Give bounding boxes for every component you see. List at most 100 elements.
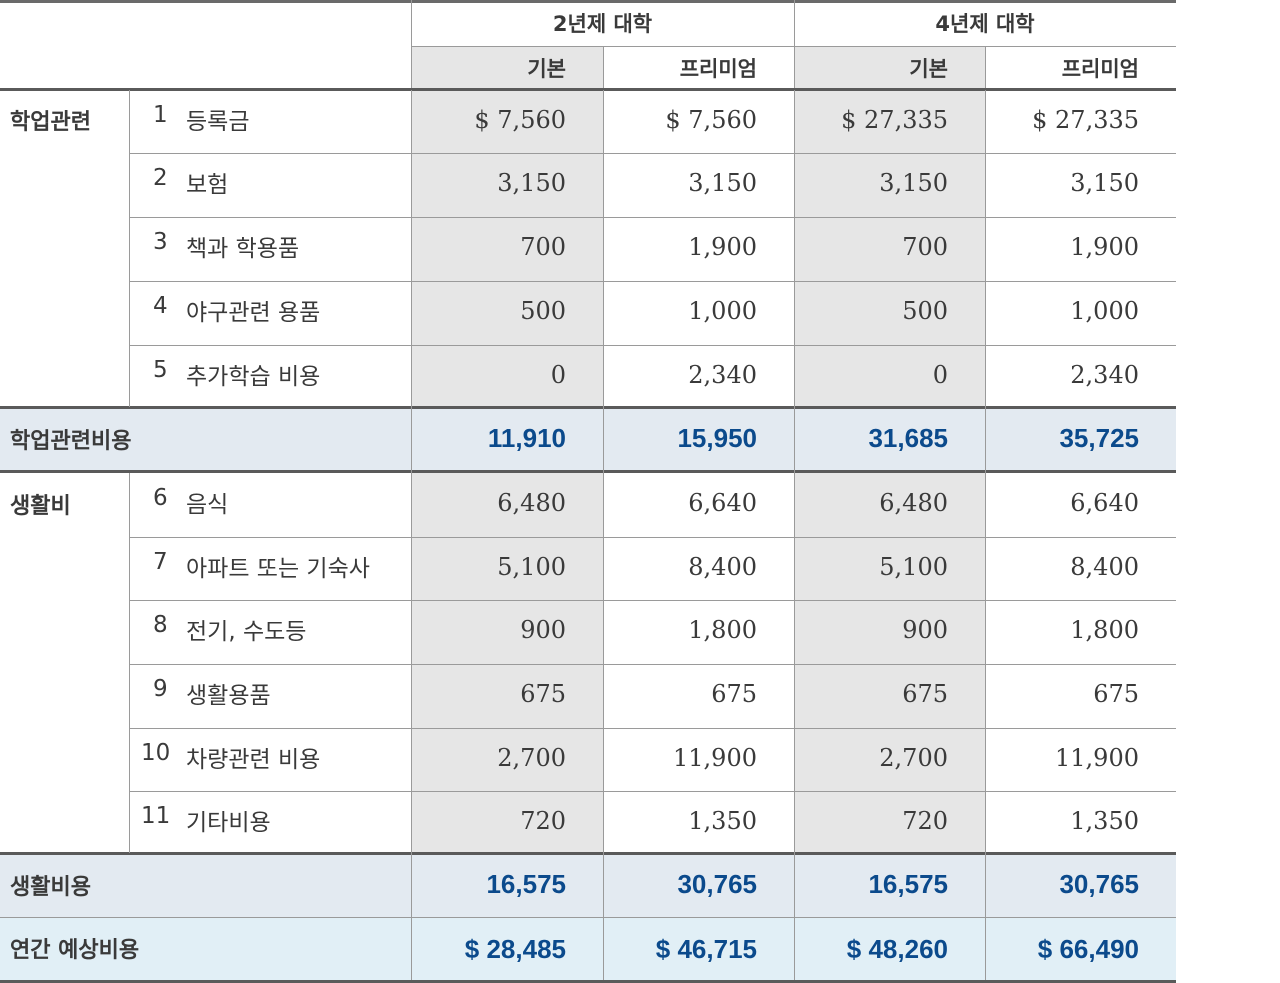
bottom-rule [0, 980, 1176, 983]
subtotal-value: 11,910 [487, 423, 566, 453]
item-value: 1,350 [1070, 807, 1139, 835]
item-value: 11,900 [1055, 744, 1139, 772]
column-vline [985, 90, 986, 980]
item-number: 10 [141, 740, 171, 766]
header-divider [411, 46, 1176, 47]
item-value: 675 [520, 680, 566, 708]
item-value: 8,400 [1070, 553, 1139, 581]
subtotal-value: 16,575 [868, 869, 948, 899]
item-value: 11,900 [673, 744, 757, 772]
item-value: 5,100 [879, 553, 948, 581]
row-divider [130, 600, 1176, 601]
subtotal-value: 30,765 [1059, 869, 1139, 899]
total-row-bg [0, 918, 1176, 983]
item-value: 6,480 [497, 489, 566, 517]
header-basic: 기본 [909, 57, 948, 81]
item-value: 1,000 [1070, 297, 1139, 325]
row-divider [130, 345, 1176, 346]
item-value: 675 [711, 680, 757, 708]
basic-column-bg [794, 47, 985, 409]
row-divider [130, 537, 1176, 538]
item-label: 야구관련 용품 [186, 300, 321, 326]
category-vline [129, 473, 130, 853]
item-value: 720 [902, 807, 948, 835]
item-value: 6,480 [879, 489, 948, 517]
item-label: 등록금 [186, 109, 250, 135]
section-rule [0, 852, 1176, 855]
item-label: 추가학습 비용 [186, 364, 321, 390]
total-value: $ 28,485 [464, 934, 566, 964]
column-vline [794, 90, 795, 980]
item-value: 500 [520, 297, 566, 325]
top-rule [0, 0, 1176, 3]
item-value: 3,150 [688, 169, 757, 197]
item-value: 1,800 [1070, 616, 1139, 644]
item-label: 기타비용 [186, 810, 271, 836]
item-number: 2 [153, 165, 168, 191]
header-premium: 프리미엄 [679, 57, 757, 81]
section-rule [0, 470, 1176, 473]
total-value: $ 48,260 [846, 934, 948, 964]
category-living: 생활비 [10, 494, 71, 519]
header-premium: 프리미엄 [1061, 57, 1139, 81]
item-value: 3,150 [879, 169, 948, 197]
item-number: 7 [153, 549, 168, 575]
column-vline [603, 90, 604, 980]
item-value: 0 [550, 361, 566, 389]
row-divider [130, 281, 1176, 282]
item-label: 아파트 또는 기숙사 [186, 556, 370, 582]
row-divider [130, 664, 1176, 665]
item-value: 6,640 [688, 489, 757, 517]
subtotal-row-bg [0, 409, 1176, 471]
item-value: 2,700 [497, 744, 566, 772]
subtotal-value: 16,575 [486, 869, 566, 899]
item-value: $ 7,560 [474, 106, 566, 134]
subtotal-value: 35,725 [1059, 423, 1139, 453]
section-rule [0, 406, 1176, 409]
row-divider [130, 217, 1176, 218]
item-value: $ 27,335 [841, 106, 948, 134]
item-value: 5,100 [497, 553, 566, 581]
subtotal-value: 31,685 [868, 423, 948, 453]
item-label: 책과 학용품 [186, 236, 300, 262]
item-value: $ 7,560 [665, 106, 757, 134]
item-value: $ 27,335 [1032, 106, 1139, 134]
item-value: 2,700 [879, 744, 948, 772]
header-vline [603, 47, 604, 90]
item-value: 1,350 [688, 807, 757, 835]
item-value: 900 [902, 616, 948, 644]
item-value: 1,900 [1070, 233, 1139, 261]
header-vline [794, 0, 795, 90]
total-value: $ 66,490 [1037, 934, 1139, 964]
item-value: 700 [902, 233, 948, 261]
item-label: 전기, 수도등 [186, 619, 307, 645]
item-value: 3,150 [497, 169, 566, 197]
header-vline [985, 47, 986, 90]
item-value: 900 [520, 616, 566, 644]
item-value: 1,800 [688, 616, 757, 644]
item-value: 6,640 [1070, 489, 1139, 517]
cost-table: 2년제 대학 4년제 대학 기본 프리미엄 기본 프리미엄 학업관련 생활비 1 등록금 $ 7,5… [0, 0, 1176, 983]
item-value: 2,340 [688, 361, 757, 389]
header-vline [411, 0, 412, 90]
row-divider [130, 728, 1176, 729]
item-value: 700 [520, 233, 566, 261]
row-divider [0, 917, 1176, 918]
item-value: 2,340 [1070, 361, 1139, 389]
basic-column-bg [411, 47, 603, 409]
row-divider [130, 791, 1176, 792]
item-value: 8,400 [688, 553, 757, 581]
header-4yr-college: 4년제 대학 [935, 12, 1035, 36]
item-label: 생활용품 [186, 683, 271, 709]
header-2yr-college: 2년제 대학 [552, 12, 653, 36]
item-label: 차량관련 비용 [186, 747, 321, 773]
row-divider [130, 153, 1176, 154]
total-value: $ 46,715 [655, 934, 757, 964]
item-value: 1,900 [688, 233, 757, 261]
item-value: 1,000 [688, 297, 757, 325]
subtotal-value: 15,950 [677, 423, 757, 453]
column-vline [411, 90, 412, 980]
item-number: 4 [153, 293, 168, 319]
category-vline [129, 90, 130, 407]
total-label: 연간 예상비용 [10, 938, 140, 963]
